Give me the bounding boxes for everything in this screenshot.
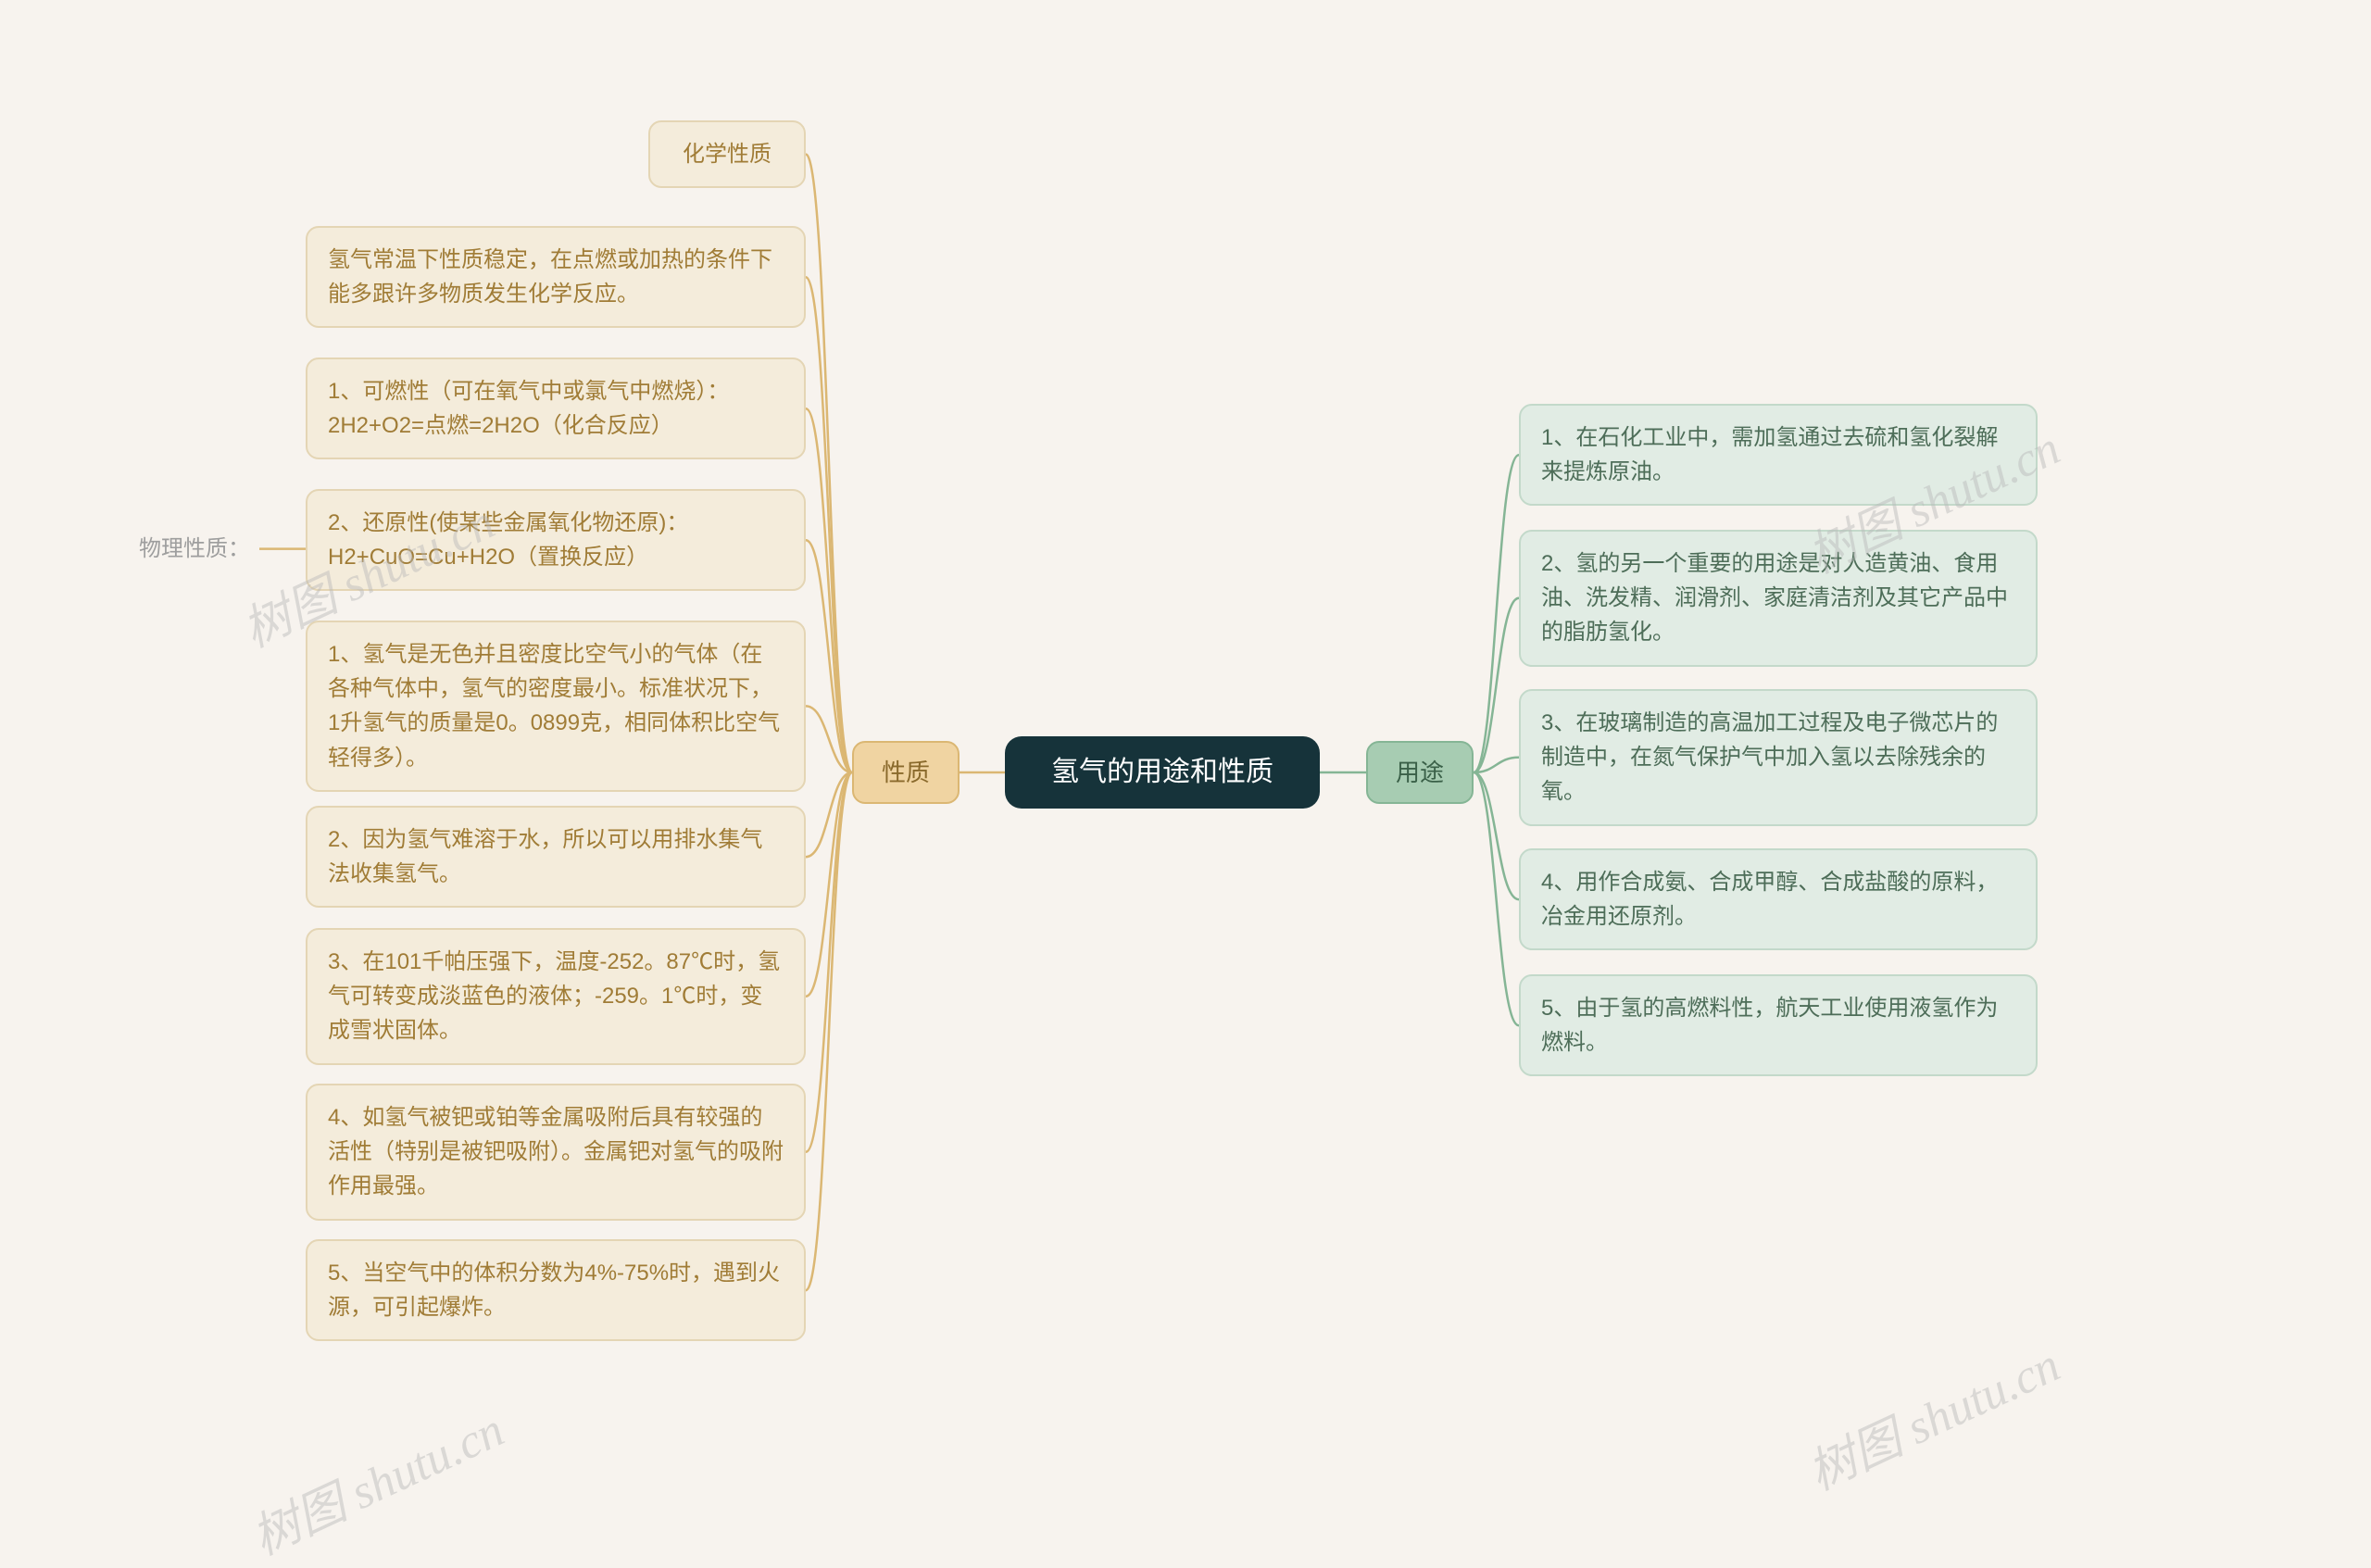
left-leaf-text-5: 2、因为氢气难溶于水，所以可以用排水集气法收集氢气。 xyxy=(328,822,784,891)
left-leaf-text-3: 2、还原性(使某些金属氧化物还原)：H2+CuO=Cu+H2O（置换反应） xyxy=(328,506,784,574)
left-leaf-6[interactable]: 3、在101千帕压强下，温度-252。87℃时，氢气可转变成淡蓝色的液体；-25… xyxy=(306,928,806,1065)
right-leaf-text-2: 3、在玻璃制造的高温加工过程及电子微芯片的制造中，在氮气保护气中加入氢以去除残余… xyxy=(1541,706,2015,809)
left-leaf-text-6: 3、在101千帕压强下，温度-252。87℃时，氢气可转变成淡蓝色的液体；-25… xyxy=(328,945,784,1048)
left-leaf-0[interactable]: 化学性质 xyxy=(648,120,806,188)
right-leaf-2[interactable]: 3、在玻璃制造的高温加工过程及电子微芯片的制造中，在氮气保护气中加入氢以去除残余… xyxy=(1519,689,2038,826)
left-leaf-8[interactable]: 5、当空气中的体积分数为4%-75%时，遇到火源，可引起爆炸。 xyxy=(306,1239,806,1341)
left-leaf-text-8: 5、当空气中的体积分数为4%-75%时，遇到火源，可引起爆炸。 xyxy=(328,1256,784,1324)
left-leaf-text-1: 氢气常温下性质稳定，在点燃或加热的条件下能多跟许多物质发生化学反应。 xyxy=(328,243,784,311)
right-leaf-4[interactable]: 5、由于氢的高燃料性，航天工业使用液氢作为燃料。 xyxy=(1519,974,2038,1076)
left-leaf-1[interactable]: 氢气常温下性质稳定，在点燃或加热的条件下能多跟许多物质发生化学反应。 xyxy=(306,226,806,328)
left-leaf-text-0: 化学性质 xyxy=(683,137,772,171)
branch-properties[interactable]: 性质 xyxy=(852,741,960,804)
root-label: 氢气的用途和性质 xyxy=(1051,751,1273,795)
branch-uses[interactable]: 用途 xyxy=(1366,741,1474,804)
left-leaf-3[interactable]: 2、还原性(使某些金属氧化物还原)：H2+CuO=Cu+H2O（置换反应） xyxy=(306,489,806,591)
left-leaf-text-4: 1、氢气是无色并且密度比空气小的气体（在各种气体中，氢气的密度最小。标准状况下，… xyxy=(328,637,784,775)
watermark-1: 树图 shutu.cn xyxy=(239,1391,513,1568)
mindmap-canvas: 氢气的用途和性质 性质 用途 物理性质： 化学性质氢气常温下性质稳定，在点燃或加… xyxy=(0,0,2371,1545)
branch-uses-label: 用途 xyxy=(1396,754,1444,791)
left-leaf-4[interactable]: 1、氢气是无色并且密度比空气小的气体（在各种气体中，氢气的密度最小。标准状况下，… xyxy=(306,621,806,792)
left-leaf-text-7: 4、如氢气被钯或铂等金属吸附后具有较强的活性（特别是被钯吸附）。金属钯对氢气的吸… xyxy=(328,1100,784,1204)
right-leaf-text-3: 4、用作合成氨、合成甲醇、合成盐酸的原料，冶金用还原剂。 xyxy=(1541,865,2015,934)
right-leaf-text-1: 2、氢的另一个重要的用途是对人造黄油、食用油、洗发精、润滑剂、家庭清洁剂及其它产… xyxy=(1541,546,2015,650)
label-physical-properties: 物理性质： xyxy=(130,526,259,571)
watermark-3: 树图 shutu.cn xyxy=(1795,1326,2069,1503)
root-node[interactable]: 氢气的用途和性质 xyxy=(1005,736,1320,809)
right-leaf-text-0: 1、在石化工业中，需加氢通过去硫和氢化裂解来提炼原油。 xyxy=(1541,420,2015,489)
branch-properties-label: 性质 xyxy=(882,754,930,791)
right-leaf-text-4: 5、由于氢的高燃料性，航天工业使用液氢作为燃料。 xyxy=(1541,991,2015,1060)
left-leaf-7[interactable]: 4、如氢气被钯或铂等金属吸附后具有较强的活性（特别是被钯吸附）。金属钯对氢气的吸… xyxy=(306,1084,806,1221)
left-leaf-5[interactable]: 2、因为氢气难溶于水，所以可以用排水集气法收集氢气。 xyxy=(306,806,806,908)
right-leaf-0[interactable]: 1、在石化工业中，需加氢通过去硫和氢化裂解来提炼原油。 xyxy=(1519,404,2038,506)
left-leaf-text-2: 1、可燃性（可在氧气中或氯气中燃烧）：2H2+O2=点燃=2H2O（化合反应） xyxy=(328,374,784,443)
right-leaf-3[interactable]: 4、用作合成氨、合成甲醇、合成盐酸的原料，冶金用还原剂。 xyxy=(1519,848,2038,950)
label-physical-properties-text: 物理性质： xyxy=(139,532,250,566)
left-leaf-2[interactable]: 1、可燃性（可在氧气中或氯气中燃烧）：2H2+O2=点燃=2H2O（化合反应） xyxy=(306,358,806,459)
right-leaf-1[interactable]: 2、氢的另一个重要的用途是对人造黄油、食用油、洗发精、润滑剂、家庭清洁剂及其它产… xyxy=(1519,530,2038,667)
